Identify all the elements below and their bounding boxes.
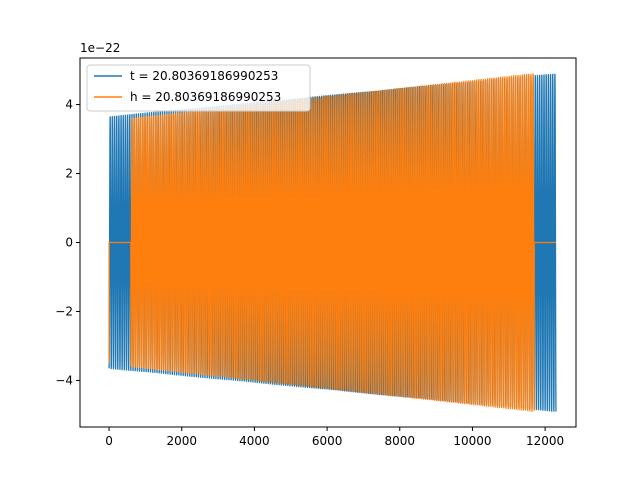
y-tick-label: −2	[55, 304, 73, 318]
x-tick-label: 8000	[384, 434, 415, 448]
x-tick-label: 12000	[526, 434, 564, 448]
y-tick-label: −4	[55, 373, 73, 387]
x-axis: 0 2000 4000 6000 8000 10000 12000	[105, 427, 564, 448]
x-tick-label: 0	[105, 434, 113, 448]
series-layer	[108, 73, 557, 412]
y-tick-label: 2	[65, 167, 73, 181]
y-tick-label: 4	[65, 98, 73, 112]
legend-box	[86, 64, 311, 112]
x-tick-label: 6000	[312, 434, 343, 448]
series-line-h	[108, 73, 557, 412]
y-tick-label: 0	[65, 236, 73, 250]
x-tick-label: 2000	[166, 434, 197, 448]
legend: t = 20.80369186990253 h = 20.80369186990…	[86, 64, 311, 112]
x-tick-label: 4000	[239, 434, 270, 448]
legend-label-h: h = 20.80369186990253	[130, 90, 281, 104]
x-tick-label: 10000	[453, 434, 491, 448]
y-offset-label: 1e−22	[80, 41, 120, 55]
y-axis: −4 −2 0 2 4	[55, 98, 80, 387]
legend-label-t: t = 20.80369186990253	[130, 69, 278, 83]
